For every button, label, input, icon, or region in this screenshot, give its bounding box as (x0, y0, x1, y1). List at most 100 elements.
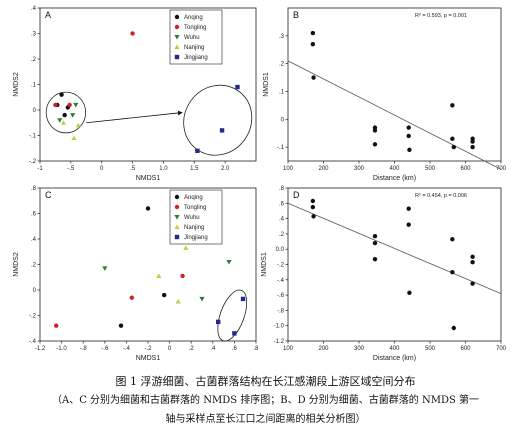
data-point (311, 75, 316, 80)
x-tick-label: 600 (460, 346, 471, 352)
figure-caption-title: 图 1 浮游细菌、古菌群落结构在长江感潮段上游区域空间分布 (115, 375, 416, 388)
x-tick-label: -.5 (67, 166, 75, 172)
x-tick-label: 500 (425, 166, 436, 172)
panel-label: A (45, 10, 51, 20)
point-tongling (129, 295, 134, 300)
data-point (407, 290, 412, 296)
plot-frame (287, 7, 502, 162)
x-tick-label: .5 (130, 166, 136, 172)
x-tick-label: 100 (283, 166, 294, 172)
legend-label-wuhu: Wuhu (184, 35, 200, 41)
y-tick-label: 0 (33, 108, 37, 114)
y-axis-label: NMDS2 (13, 252, 20, 277)
x-tick-label: 400 (389, 346, 400, 352)
point-jingjiang (195, 148, 200, 153)
y-tick-label: .1 (279, 89, 285, 95)
data-point (310, 204, 316, 210)
y-tick-label: .8 (31, 186, 37, 192)
x-tick-label: 300 (354, 346, 365, 352)
y-tick-label: .4 (31, 237, 37, 243)
point-tongling (180, 273, 185, 279)
data-point (450, 136, 455, 141)
legend-label-jingjiang: Jingjiang (184, 55, 208, 61)
x-tick-label: 2.0 (221, 166, 230, 172)
stats-annotation: R² = 0.593, p = 0.001 (415, 13, 467, 19)
x-tick-label: -.4 (123, 346, 131, 352)
shift-arrow (86, 110, 183, 124)
y-axis-label: NMDS1 (263, 72, 270, 97)
x-tick-label: -.6 (101, 346, 109, 352)
data-point (372, 142, 378, 147)
legend-marker-wuhu (174, 35, 180, 40)
y-tick-label: -1.0 (274, 324, 285, 330)
point-nanjing (60, 120, 67, 125)
y-tick-label: .2 (279, 62, 285, 68)
data-point (450, 269, 455, 275)
legend-marker-jingjiang (174, 54, 180, 60)
point-nanjing (75, 122, 81, 128)
data-point (311, 214, 316, 219)
legend-marker-tongling (174, 204, 180, 210)
data-point (450, 237, 455, 242)
data-point (372, 233, 378, 239)
group-ellipse (45, 91, 87, 134)
point-tongling (53, 102, 58, 108)
x-tick-label: 100 (283, 346, 294, 352)
point-tongling (54, 323, 59, 328)
point-wuhu (226, 259, 232, 265)
data-point (372, 240, 378, 246)
point-wuhu (102, 266, 108, 271)
y-tick-label: -.1 (277, 145, 285, 151)
data-point (451, 325, 456, 331)
stats-annotation: R² = 0.454, p = 0.006 (415, 193, 467, 199)
y-tick-label: -1.2 (274, 339, 285, 345)
group-ellipse (183, 84, 253, 156)
figure-canvas: -1 -.5 0 .5 1.0 1.5 2.0 -.2 -.1 0 .1 .2 .3 .4 NMDS1 NMD… (13, 6, 507, 362)
y-tick-label: 0 (33, 288, 37, 294)
y-tick-label: 0 (281, 117, 285, 123)
x-tick-label: -1.0 (56, 346, 67, 352)
data-point (470, 139, 475, 144)
x-tick-label: 300 (354, 166, 365, 172)
x-tick-label: 0 (168, 346, 172, 352)
legend-label-tongling: Tongling (184, 25, 206, 31)
legend-label-nanjing: Nanjing (184, 225, 204, 231)
legend-marker-anqing (174, 194, 180, 200)
y-tick-label: -.8 (277, 308, 285, 314)
legend-marker-nanjing (174, 224, 180, 229)
legend-marker-anqing (174, 14, 180, 20)
x-tick-label: 200 (318, 166, 329, 172)
x-tick-label: 500 (425, 346, 436, 352)
plot-frame (39, 187, 257, 342)
x-tick-label: .6 (232, 346, 238, 352)
x-tick-label: 200 (318, 346, 329, 352)
legend-marker-nanjing (174, 44, 180, 49)
data-point (372, 256, 378, 262)
data-point (470, 254, 475, 260)
data-point (406, 206, 411, 211)
legend-label-tongling: Tongling (184, 205, 206, 211)
legend-marker-tongling (174, 24, 180, 30)
y-tick-label: .4 (31, 6, 37, 12)
x-tick-label: .8 (253, 346, 259, 352)
panel-c-nmds-archaea: -1.2 -1.0 -.8 -.6 -.4 -.2 0 .2 .4 .6 .8 -.4 -.2 0 .2 .4… (13, 186, 259, 362)
point-jingjiang (219, 128, 225, 133)
legend: Anqing Tongling Wuhu Nanjing Jingjiang (169, 189, 223, 245)
plot-frame (287, 187, 502, 342)
y-tick-label: -.2 (29, 159, 37, 165)
legend-label-wuhu: Wuhu (184, 215, 200, 221)
data-point (470, 260, 475, 265)
y-tick-label: .2 (279, 232, 285, 238)
x-tick-label: 1.5 (190, 166, 199, 172)
legend-marker-jingjiang (174, 234, 180, 240)
legend-label-anqing: Anqing (184, 15, 203, 21)
panel-b-correlation-bacteria: 100 200 300 400 500 600 700 -.1 0 .1 .2 .3 Distance … (263, 7, 507, 182)
y-tick-label: .3 (279, 34, 285, 40)
x-tick-label: 700 (496, 166, 507, 172)
data-point (450, 103, 455, 108)
y-tick-label: .6 (31, 212, 37, 218)
point-anqing (145, 206, 151, 211)
x-tick-label: 400 (389, 166, 400, 172)
x-tick-label: 700 (496, 346, 507, 352)
y-tick-label: -.6 (277, 293, 285, 299)
